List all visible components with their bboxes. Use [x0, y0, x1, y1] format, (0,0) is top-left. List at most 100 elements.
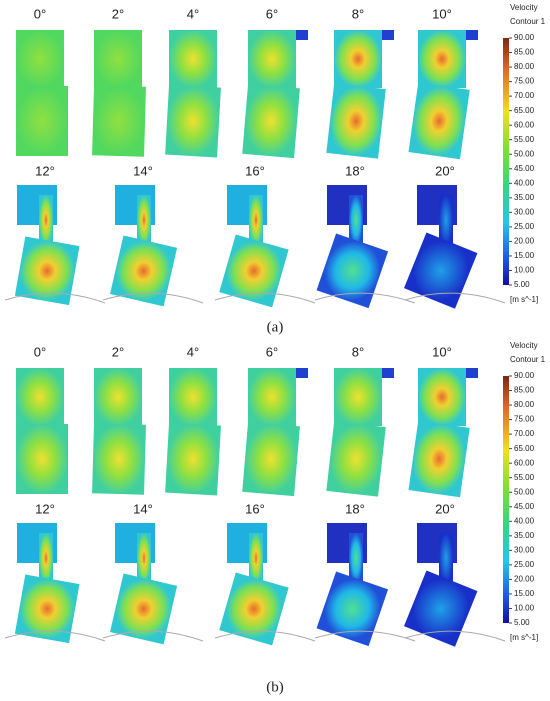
wall-arc	[404, 292, 506, 304]
wall-arc	[102, 292, 204, 304]
angle-label: 14°	[133, 501, 153, 516]
contour-plot	[4, 185, 106, 306]
angle-label: 8°	[352, 6, 364, 21]
contour-plot	[214, 523, 316, 646]
lower-region	[316, 233, 389, 309]
angle-label: 2°	[112, 6, 124, 21]
throat	[249, 533, 263, 583]
lower-region	[219, 234, 289, 308]
upper-region	[16, 368, 64, 426]
angle-label: 0°	[34, 6, 46, 21]
throat	[349, 533, 363, 583]
legend-tick-label: 80.00	[514, 62, 535, 71]
legend-tick-label: 75.00	[514, 77, 535, 86]
contour-plot	[326, 368, 394, 497]
legend-tick-label: 55.00	[514, 135, 535, 144]
legend-tick-label: 55.00	[514, 473, 535, 482]
throat	[439, 533, 453, 583]
contour-plot	[314, 185, 416, 309]
lower-region	[110, 235, 178, 307]
legend-tick-label: 90.00	[514, 33, 535, 42]
legend-tick-label: 20.00	[514, 575, 535, 584]
throat	[137, 533, 151, 583]
angle-label: 18°	[345, 501, 365, 516]
legend-unit: [m s^-1]	[510, 295, 538, 304]
contour-plot	[92, 368, 146, 495]
panel-label: (a)	[267, 319, 284, 335]
legend-tick-label: 50.00	[514, 487, 535, 496]
angle-label: 10°	[432, 344, 452, 359]
legend-tick-label: 25.00	[514, 560, 535, 569]
angle-label: 4°	[187, 344, 199, 359]
contour-plot	[314, 523, 416, 647]
blade	[296, 368, 308, 378]
legend-tick-label: 75.00	[514, 415, 535, 424]
contour-plot	[403, 185, 506, 309]
legend-tick-label: 65.00	[514, 106, 535, 115]
angle-label: 10°	[432, 6, 452, 21]
lower-region	[242, 83, 300, 159]
throat	[39, 533, 53, 583]
throat	[349, 195, 363, 245]
legend-tick-label: 30.00	[514, 207, 535, 216]
lower-region	[16, 86, 68, 156]
contour-plot	[92, 30, 146, 157]
upper-region	[169, 368, 217, 426]
legend-tick-label: 10.00	[514, 604, 535, 613]
contour-plot	[403, 523, 506, 647]
lower-region	[403, 232, 478, 309]
legend-tick-label: 50.00	[514, 149, 535, 158]
legend-tick-label: 45.00	[514, 502, 535, 511]
angle-label: 4°	[187, 6, 199, 21]
contour-plot	[16, 368, 68, 494]
wall-arc	[4, 630, 106, 642]
lower-region	[316, 571, 389, 647]
legend-tick-label: 60.00	[514, 458, 535, 467]
lower-region	[14, 574, 80, 644]
panel-label: (b)	[266, 679, 284, 695]
contour-plot	[242, 30, 308, 159]
angle-label: 0°	[34, 344, 46, 359]
throat	[439, 195, 453, 245]
legend-tick-label: 90.00	[514, 371, 535, 380]
wall-arc	[102, 630, 204, 642]
upper-region	[418, 368, 466, 426]
angle-label: 16°	[245, 501, 265, 516]
color-bar	[503, 38, 509, 285]
legend-tick-label: 15.00	[514, 251, 535, 260]
color-bar	[503, 376, 509, 623]
legend-tick-label: 45.00	[514, 164, 535, 173]
lower-region	[408, 82, 470, 160]
legend-subtitle: Contour 1	[510, 355, 546, 364]
lower-region	[110, 573, 178, 645]
contour-plot	[4, 523, 106, 644]
lower-region	[403, 570, 478, 647]
angle-label: 20°	[435, 163, 455, 178]
upper-region	[169, 30, 217, 88]
legend-tick-label: 30.00	[514, 545, 535, 554]
upper-region	[248, 368, 296, 426]
lower-region	[219, 572, 289, 646]
blade	[382, 30, 394, 40]
legend-tick-label: 80.00	[514, 400, 535, 409]
lower-region	[14, 236, 80, 306]
legend-tick-label: 85.00	[514, 48, 535, 57]
legend-tick-label: 10.00	[514, 266, 535, 275]
wall-arc	[4, 292, 106, 304]
throat	[137, 195, 151, 245]
legend-tick-label: 35.00	[514, 193, 535, 202]
upper-region	[94, 368, 142, 426]
angle-label: 6°	[266, 6, 278, 21]
upper-region	[334, 30, 382, 88]
contour-plot	[408, 30, 478, 160]
throat	[249, 195, 263, 245]
blade	[466, 30, 478, 40]
legend-title: Velocity	[510, 341, 538, 350]
legend-tick-label: 65.00	[514, 444, 535, 453]
lower-region	[165, 422, 221, 496]
angle-label: 16°	[245, 163, 265, 178]
contour-plot	[102, 523, 204, 645]
angle-label: 12°	[35, 501, 55, 516]
legend-tick-label: 5.00	[514, 280, 530, 289]
angle-label: 18°	[345, 163, 365, 178]
